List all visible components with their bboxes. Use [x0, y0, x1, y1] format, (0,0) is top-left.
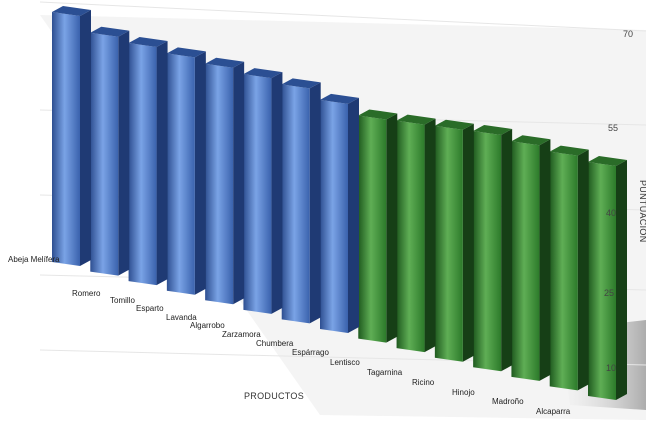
bar: [128, 37, 168, 286]
bar-top: [358, 109, 398, 120]
bar: [52, 6, 91, 266]
y-tick-label: 40: [606, 208, 616, 218]
bar-top: [281, 78, 321, 89]
bar-front: [588, 162, 616, 400]
x-category-label: Romero: [72, 289, 101, 298]
bar-front: [243, 74, 272, 314]
bar-top: [52, 6, 91, 16]
bar-front: [434, 125, 463, 362]
y-axis-title: PUNTUACIÓN: [638, 180, 646, 243]
bar-top: [549, 145, 589, 156]
bar-side: [118, 30, 130, 276]
x-axis-title: PRODUCTOS: [244, 391, 304, 401]
x-category-label: Tagarnina: [367, 368, 403, 377]
bar-top: [434, 119, 474, 130]
bar: [320, 93, 359, 334]
bar-side: [348, 97, 359, 334]
bar-front: [281, 84, 310, 324]
bar-side: [271, 72, 283, 314]
bar: [473, 124, 513, 372]
bar-top: [205, 57, 245, 68]
bar-side: [424, 118, 436, 353]
bar-top: [243, 68, 283, 79]
bar-front: [396, 120, 425, 353]
bar: [396, 114, 436, 353]
x-category-label: Hinojo: [452, 388, 475, 397]
bar-top: [511, 135, 551, 146]
bar-front: [166, 53, 195, 295]
bar-side: [501, 128, 513, 372]
bar: [281, 78, 321, 324]
y-tick-label: 25: [604, 288, 614, 298]
x-category-label: Tomillo: [110, 296, 135, 305]
bar: [205, 57, 245, 305]
x-category-label: Abeja Melífera: [8, 255, 60, 264]
x-category-label: Algarrobo: [190, 321, 225, 330]
x-category-label: Zarzamora: [222, 330, 261, 339]
bar-side: [156, 41, 168, 286]
bar-side: [577, 149, 589, 391]
bar-front: [90, 32, 119, 276]
bar-front: [473, 130, 502, 372]
x-category-label: Espárrago: [292, 348, 329, 357]
bars: [52, 6, 627, 400]
x-category-label: Lavanda: [166, 313, 197, 322]
bar-side: [194, 51, 206, 295]
bar-front: [511, 141, 540, 381]
bar-front: [320, 99, 348, 334]
x-category-labels: Abeja Melífera Romero TomilloEspartoLavand…: [8, 255, 571, 416]
bar: [549, 145, 589, 391]
bar-top: [90, 26, 130, 37]
x-category-label: Madroño: [492, 397, 524, 406]
bar-front: [358, 115, 387, 343]
grid-line: [39, 1, 646, 32]
bar-top: [128, 37, 168, 48]
bar-top: [166, 47, 206, 58]
bar-front: [52, 12, 80, 266]
bar-side: [233, 61, 245, 305]
bar-side: [80, 10, 91, 266]
bar-side: [616, 160, 627, 400]
bar-front: [128, 43, 157, 286]
y-tick-labels: 10 25 40 55 70: [604, 29, 633, 373]
y-tick-label: 10: [606, 363, 616, 373]
bar: [511, 135, 551, 381]
x-category-label: Lentisco: [330, 358, 360, 367]
y-tick-label: 70: [623, 29, 633, 39]
bar-front: [549, 151, 578, 391]
y-tick-label: 55: [608, 123, 618, 133]
bar: [166, 47, 206, 295]
bar-side: [386, 113, 398, 343]
x-category-label: Chumbera: [256, 339, 294, 348]
bar-side: [309, 82, 321, 324]
bar-top: [320, 93, 359, 104]
x-category-label: Alcaparra: [536, 407, 571, 416]
x-category-label: Ricino: [412, 378, 435, 387]
bar: [243, 68, 283, 314]
bar-side: [462, 123, 474, 362]
bar-side: [539, 139, 551, 381]
bar: [90, 26, 130, 276]
bar: [588, 156, 627, 400]
bar-top: [396, 114, 436, 125]
bar-top: [473, 124, 513, 135]
x-category-label: Esparto: [136, 304, 164, 313]
bar-top: [588, 156, 627, 166]
bar: [434, 119, 474, 362]
bar: [358, 109, 398, 343]
bar-front: [205, 63, 234, 305]
